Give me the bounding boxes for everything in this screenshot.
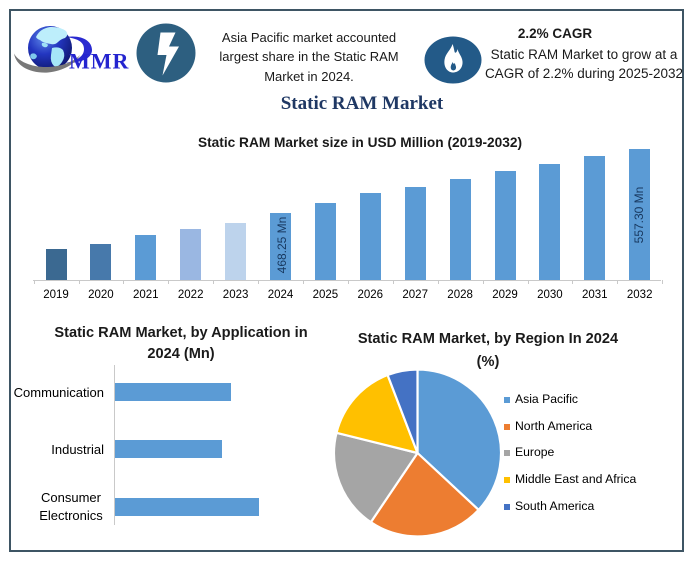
svg-text:MMR: MMR	[69, 49, 130, 74]
